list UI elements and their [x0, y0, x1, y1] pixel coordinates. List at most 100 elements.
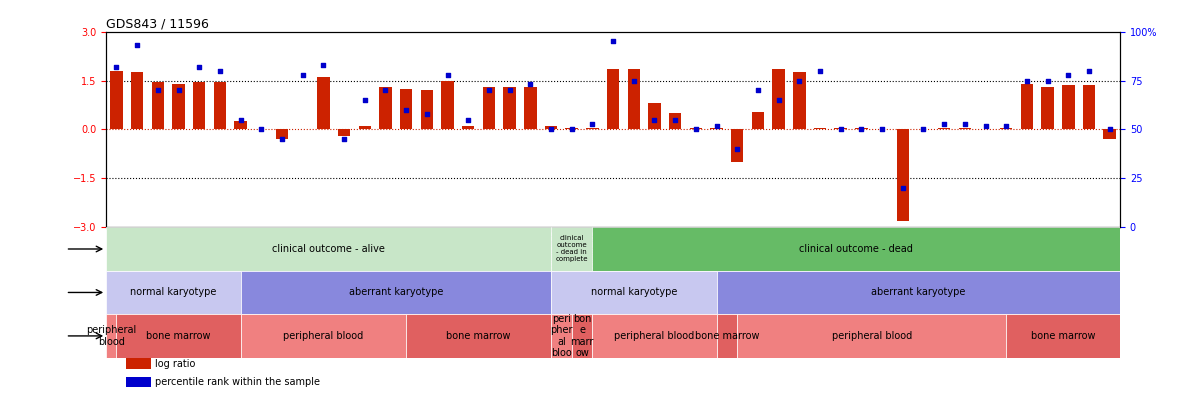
- Text: bone marrow: bone marrow: [1030, 331, 1095, 341]
- Bar: [441, 80, 454, 129]
- FancyBboxPatch shape: [241, 271, 551, 314]
- Text: normal karyotype: normal karyotype: [130, 287, 217, 297]
- Point: [749, 87, 768, 93]
- Bar: [503, 87, 516, 129]
- Point: [666, 116, 685, 123]
- Point: [459, 116, 477, 123]
- FancyBboxPatch shape: [592, 314, 717, 358]
- Point: [231, 116, 250, 123]
- Bar: [566, 128, 578, 129]
- FancyBboxPatch shape: [717, 271, 1120, 314]
- Bar: [1000, 128, 1013, 129]
- Bar: [400, 89, 413, 129]
- Bar: [111, 71, 123, 129]
- Point: [582, 120, 601, 127]
- Bar: [855, 128, 868, 129]
- Point: [976, 122, 995, 129]
- Bar: [193, 82, 205, 129]
- Point: [1017, 77, 1036, 84]
- Bar: [793, 72, 805, 129]
- Text: GDS843 / 11596: GDS843 / 11596: [106, 17, 209, 30]
- Bar: [607, 69, 619, 129]
- Bar: [752, 112, 764, 129]
- Bar: [545, 126, 558, 129]
- Bar: [213, 82, 226, 129]
- Point: [127, 42, 146, 49]
- Bar: [731, 129, 744, 162]
- Bar: [1021, 84, 1033, 129]
- FancyBboxPatch shape: [551, 227, 592, 271]
- Point: [149, 87, 167, 93]
- Bar: [896, 129, 909, 221]
- Point: [376, 87, 395, 93]
- FancyBboxPatch shape: [406, 314, 551, 358]
- Bar: [1104, 129, 1115, 139]
- Point: [396, 107, 415, 113]
- Bar: [668, 113, 681, 129]
- Point: [562, 126, 581, 133]
- Bar: [627, 69, 640, 129]
- Text: clinical
outcome
- dead in
complete: clinical outcome - dead in complete: [555, 236, 588, 263]
- Text: clinical outcome - alive: clinical outcome - alive: [272, 244, 386, 254]
- Point: [852, 126, 871, 133]
- Bar: [317, 77, 330, 129]
- Bar: [938, 128, 950, 129]
- FancyBboxPatch shape: [106, 314, 117, 358]
- Text: peripheral blood: peripheral blood: [831, 331, 911, 341]
- Point: [541, 126, 560, 133]
- Bar: [126, 377, 151, 387]
- Bar: [358, 126, 371, 129]
- Point: [500, 87, 519, 93]
- Point: [604, 38, 623, 45]
- Point: [480, 87, 499, 93]
- Text: peripheral blood: peripheral blood: [283, 331, 363, 341]
- Point: [417, 110, 436, 117]
- Point: [625, 77, 644, 84]
- FancyBboxPatch shape: [241, 314, 406, 358]
- Bar: [1082, 86, 1095, 129]
- Point: [1059, 72, 1078, 78]
- Bar: [525, 87, 536, 129]
- Text: bone marrow: bone marrow: [694, 331, 759, 341]
- Bar: [126, 358, 151, 369]
- Text: peripheral
blood: peripheral blood: [86, 325, 137, 347]
- Point: [107, 64, 126, 70]
- Bar: [338, 129, 350, 136]
- Bar: [276, 129, 288, 139]
- FancyBboxPatch shape: [592, 227, 1120, 271]
- Text: normal karyotype: normal karyotype: [591, 287, 677, 297]
- Bar: [1062, 86, 1074, 129]
- Text: peripheral blood: peripheral blood: [614, 331, 694, 341]
- Bar: [586, 128, 599, 129]
- Point: [727, 146, 746, 152]
- Text: bon
e
marr
ow: bon e marr ow: [571, 314, 594, 358]
- Point: [272, 136, 291, 143]
- Bar: [1041, 87, 1054, 129]
- FancyBboxPatch shape: [737, 314, 1006, 358]
- FancyBboxPatch shape: [572, 314, 592, 358]
- Point: [211, 68, 230, 74]
- Bar: [152, 82, 164, 129]
- Point: [335, 136, 354, 143]
- Point: [355, 97, 374, 103]
- Bar: [462, 126, 474, 129]
- Point: [811, 68, 830, 74]
- Point: [190, 64, 209, 70]
- Text: log ratio: log ratio: [154, 359, 196, 369]
- Bar: [421, 90, 433, 129]
- Point: [1100, 126, 1119, 133]
- Text: peri
pher
al
bloo: peri pher al bloo: [551, 314, 573, 358]
- Bar: [772, 69, 785, 129]
- FancyBboxPatch shape: [106, 271, 241, 314]
- Bar: [235, 121, 246, 129]
- FancyBboxPatch shape: [551, 271, 717, 314]
- Bar: [690, 128, 702, 129]
- Bar: [959, 128, 971, 129]
- Point: [914, 126, 933, 133]
- Text: aberrant karyotype: aberrant karyotype: [871, 287, 966, 297]
- Text: clinical outcome - dead: clinical outcome - dead: [799, 244, 914, 254]
- Point: [894, 185, 913, 191]
- Point: [955, 120, 974, 127]
- Point: [790, 77, 809, 84]
- Point: [645, 116, 664, 123]
